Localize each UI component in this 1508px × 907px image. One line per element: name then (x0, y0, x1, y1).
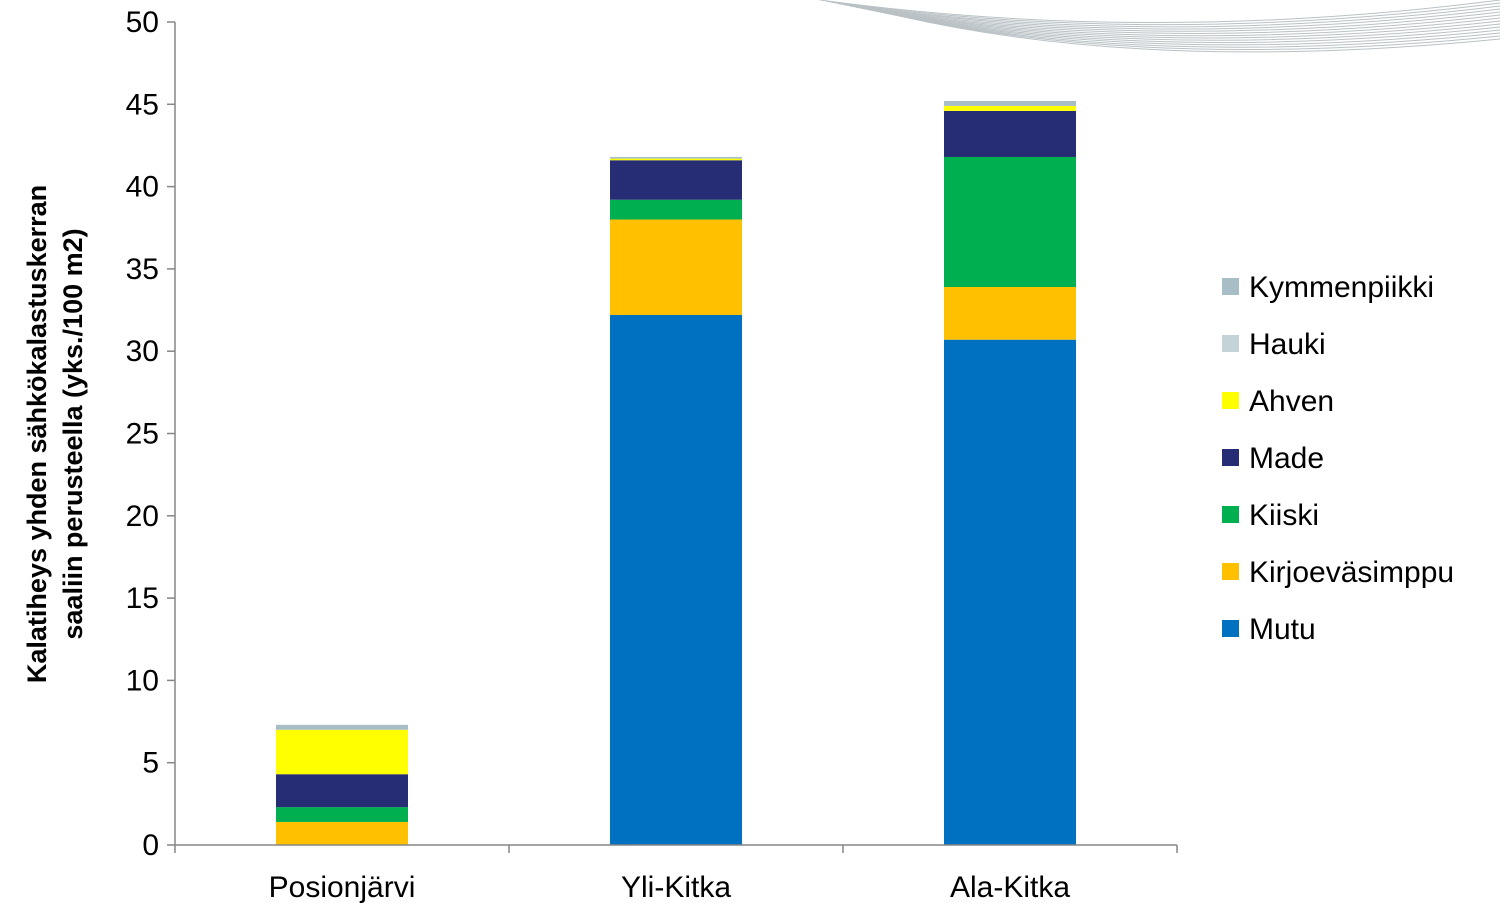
y-tick-label: 10 (126, 664, 159, 697)
bar-segment (944, 339, 1076, 845)
bar-segment (944, 101, 1076, 106)
swoosh-line (861, 7, 1501, 39)
bar-segment (610, 314, 742, 845)
swoosh-line (831, 1, 1501, 28)
bar-segment (276, 729, 408, 775)
y-tick-label: 25 (126, 418, 159, 451)
bar-segment (276, 807, 408, 822)
bar-segment (944, 105, 1076, 111)
y-axis-title-line: saaliin perusteella (yks./100 m2) (58, 228, 88, 639)
legend-swatch (1222, 335, 1239, 352)
y-tick-label: 40 (126, 171, 159, 204)
legend-label: Ahven (1249, 385, 1334, 418)
plot-area (276, 101, 1076, 845)
x-tick-label: Yli-Kitka (621, 871, 731, 904)
y-tick-label: 35 (126, 253, 159, 286)
legend-swatch (1222, 620, 1239, 637)
y-tick-label: 5 (142, 747, 159, 780)
x-tick-label: Ala-Kitka (950, 871, 1070, 904)
y-tick-label: 15 (126, 582, 159, 615)
x-axis: Posionjärvi Yli-Kitka Ala-Kitka (174, 844, 1178, 904)
swoosh-line (885, 12, 1501, 48)
y-axis: 0 5 10 15 20 25 30 35 40 45 50 (126, 6, 176, 862)
y-axis-title-line: Kalatiheys yhden sähkökalastuskerran (22, 185, 52, 683)
bar-segment (610, 156, 742, 159)
bar-segment (610, 199, 742, 220)
swoosh-line (825, 0, 1501, 26)
bar-segment (276, 774, 408, 808)
swoosh-line (843, 4, 1501, 32)
legend-label: Kiiski (1249, 499, 1319, 532)
swoosh-line (819, 0, 1501, 23)
y-tick-label: 30 (126, 335, 159, 368)
swoosh-line (849, 5, 1501, 34)
legend-swatch (1222, 506, 1239, 523)
bar-segment (610, 219, 742, 315)
swoosh-line (867, 9, 1501, 41)
legend-label: Kymmenpiikki (1249, 271, 1434, 304)
y-tick-label: 0 (142, 829, 159, 862)
bar-segment (610, 158, 742, 161)
y-axis-title: Kalatiheys yhden sähkökalastuskerran saal… (22, 185, 88, 683)
y-tick-label: 50 (126, 6, 159, 39)
bar-segment (944, 287, 1076, 340)
swoosh-line (837, 3, 1501, 30)
x-tick-label: Posionjärvi (269, 871, 416, 904)
swoosh-line (897, 15, 1501, 53)
legend-swatch (1222, 392, 1239, 409)
legend-swatch (1222, 563, 1239, 580)
bar-segment (276, 821, 408, 845)
legend: Kymmenpiikki Hauki Ahven Made Kiiski Kirjoevä… (1222, 271, 1454, 646)
legend-label: Mutu (1249, 613, 1316, 646)
bar-segment (610, 160, 742, 200)
bar-segment (276, 724, 408, 730)
legend-label: Kirjoeväsimppu (1249, 556, 1454, 589)
legend-swatch (1222, 278, 1239, 295)
y-tick-label: 45 (126, 88, 159, 121)
decorative-swoosh (819, 0, 1501, 53)
bar-segment (944, 110, 1076, 157)
legend-label: Hauki (1249, 328, 1326, 361)
legend-swatch (1222, 449, 1239, 466)
bar-segment (944, 156, 1076, 288)
y-tick-label: 20 (126, 500, 159, 533)
swoosh-line (879, 11, 1501, 46)
swoosh-line (873, 10, 1501, 44)
legend-label: Made (1249, 442, 1324, 475)
swoosh-line (855, 6, 1501, 37)
swoosh-line (891, 13, 1501, 51)
